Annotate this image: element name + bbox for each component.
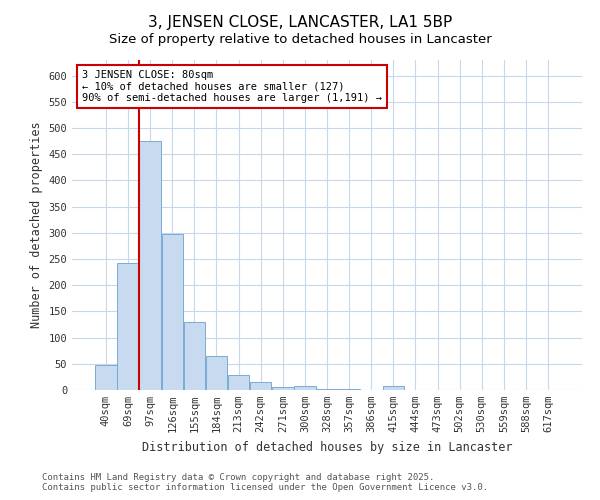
Text: Contains HM Land Registry data © Crown copyright and database right 2025.
Contai: Contains HM Land Registry data © Crown c… xyxy=(42,473,488,492)
Bar xyxy=(161,234,183,390)
Bar xyxy=(117,263,139,390)
Bar xyxy=(316,389,338,390)
Text: 3 JENSEN CLOSE: 80sqm
← 10% of detached houses are smaller (127)
90% of semi-det: 3 JENSEN CLOSE: 80sqm ← 10% of detached … xyxy=(82,70,382,103)
Y-axis label: Number of detached properties: Number of detached properties xyxy=(30,122,43,328)
Bar xyxy=(294,386,316,390)
Bar xyxy=(184,322,205,390)
Bar xyxy=(206,356,227,390)
Bar xyxy=(338,389,360,390)
Bar xyxy=(383,386,404,390)
Bar xyxy=(95,365,116,390)
Bar xyxy=(228,376,249,390)
Bar xyxy=(250,382,271,390)
Text: Size of property relative to detached houses in Lancaster: Size of property relative to detached ho… xyxy=(109,32,491,46)
X-axis label: Distribution of detached houses by size in Lancaster: Distribution of detached houses by size … xyxy=(142,440,512,454)
Bar xyxy=(272,387,293,390)
Bar xyxy=(139,141,161,390)
Text: 3, JENSEN CLOSE, LANCASTER, LA1 5BP: 3, JENSEN CLOSE, LANCASTER, LA1 5BP xyxy=(148,15,452,30)
